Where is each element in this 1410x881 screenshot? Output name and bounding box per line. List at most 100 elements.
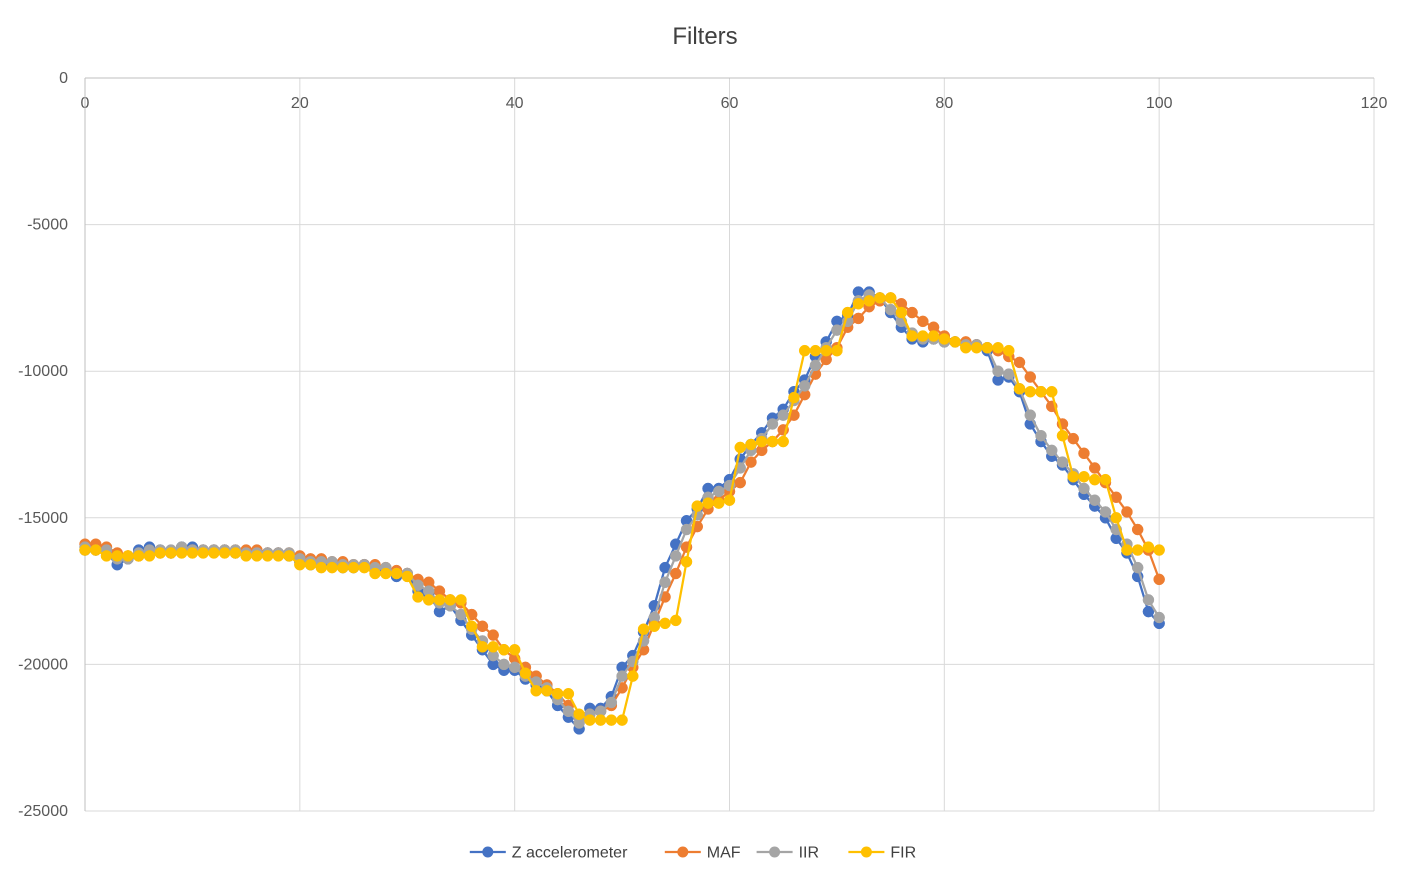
data-point bbox=[508, 661, 521, 674]
data-point bbox=[1099, 473, 1112, 486]
data-point bbox=[777, 435, 789, 448]
data-point bbox=[1088, 462, 1101, 474]
data-point bbox=[283, 550, 295, 562]
data-point bbox=[798, 344, 811, 357]
data-point bbox=[175, 547, 188, 559]
data-point bbox=[240, 550, 252, 562]
data-point bbox=[1035, 385, 1047, 398]
data-point bbox=[734, 476, 746, 489]
data-point bbox=[745, 456, 757, 468]
data-point bbox=[337, 561, 349, 574]
legend-item: FIR bbox=[848, 845, 916, 862]
data-point bbox=[766, 418, 779, 430]
legend-marker bbox=[677, 846, 689, 858]
y-tick-label: -15000 bbox=[18, 510, 68, 527]
data-point bbox=[562, 705, 575, 718]
data-point bbox=[1078, 471, 1090, 483]
data-point bbox=[927, 330, 940, 342]
data-point bbox=[1121, 544, 1133, 556]
data-point bbox=[992, 341, 1004, 354]
x-tick-label: 80 bbox=[935, 95, 953, 112]
data-point bbox=[777, 409, 789, 421]
data-point bbox=[1024, 385, 1037, 398]
data-point bbox=[670, 614, 682, 627]
data-point bbox=[358, 561, 371, 574]
data-point bbox=[1142, 541, 1155, 553]
data-point bbox=[251, 550, 263, 562]
data-point bbox=[89, 544, 102, 556]
data-point bbox=[766, 435, 779, 448]
data-point bbox=[132, 550, 145, 562]
data-point bbox=[713, 485, 725, 498]
data-point bbox=[605, 714, 618, 726]
data-point bbox=[584, 714, 596, 726]
data-point bbox=[659, 576, 671, 589]
data-point bbox=[272, 550, 285, 562]
data-point bbox=[1024, 409, 1037, 421]
data-point bbox=[433, 594, 446, 606]
data-point bbox=[734, 441, 746, 454]
data-point bbox=[1142, 605, 1155, 618]
data-point bbox=[884, 292, 897, 304]
x-tick-label: 120 bbox=[1361, 95, 1388, 112]
data-point bbox=[713, 497, 725, 509]
data-point bbox=[820, 344, 832, 357]
data-point bbox=[422, 594, 435, 606]
data-point bbox=[605, 696, 618, 709]
legend-label: MAF bbox=[707, 845, 741, 862]
data-point bbox=[670, 567, 682, 580]
x-tick-label: 20 bbox=[291, 95, 309, 112]
data-point bbox=[809, 359, 822, 372]
data-point bbox=[906, 306, 918, 319]
y-tick-label: 0 bbox=[59, 70, 68, 87]
data-point bbox=[476, 641, 489, 653]
data-point bbox=[960, 341, 972, 354]
data-point bbox=[809, 344, 822, 357]
data-point bbox=[519, 667, 532, 679]
data-point bbox=[1013, 356, 1026, 369]
data-point bbox=[347, 561, 360, 574]
data-point bbox=[627, 670, 639, 682]
data-point bbox=[111, 550, 123, 562]
data-point bbox=[1153, 573, 1165, 586]
data-point bbox=[412, 591, 424, 603]
data-point bbox=[917, 330, 929, 342]
data-point bbox=[229, 547, 242, 559]
data-point bbox=[465, 620, 478, 633]
gridlines bbox=[84, 77, 1375, 812]
data-point bbox=[852, 312, 865, 325]
data-point bbox=[261, 550, 274, 562]
data-point bbox=[874, 292, 886, 304]
data-point bbox=[208, 547, 220, 559]
data-point bbox=[122, 550, 134, 562]
data-point bbox=[691, 500, 704, 512]
data-point bbox=[798, 380, 811, 392]
data-point bbox=[702, 497, 714, 509]
data-point bbox=[1067, 432, 1079, 445]
data-point bbox=[970, 341, 983, 354]
data-point bbox=[616, 714, 628, 726]
data-point bbox=[1121, 506, 1133, 518]
data-point bbox=[841, 306, 854, 319]
y-tick-label: -25000 bbox=[18, 803, 68, 820]
data-point bbox=[831, 344, 843, 357]
data-point bbox=[1153, 611, 1165, 624]
data-point bbox=[788, 391, 800, 404]
data-point bbox=[1003, 368, 1015, 380]
y-tick-label: -20000 bbox=[18, 656, 68, 673]
data-point bbox=[755, 435, 768, 448]
chart-title: Filters bbox=[672, 23, 737, 50]
legend-label: Z accelerometer bbox=[512, 845, 628, 862]
data-point bbox=[1056, 429, 1069, 442]
data-point bbox=[1131, 523, 1144, 536]
data-point bbox=[294, 558, 306, 571]
data-point bbox=[1142, 594, 1155, 606]
legend-label: IIR bbox=[799, 845, 819, 862]
x-tick-label: 100 bbox=[1146, 95, 1173, 112]
data-point bbox=[444, 594, 456, 606]
data-point bbox=[1035, 429, 1047, 442]
